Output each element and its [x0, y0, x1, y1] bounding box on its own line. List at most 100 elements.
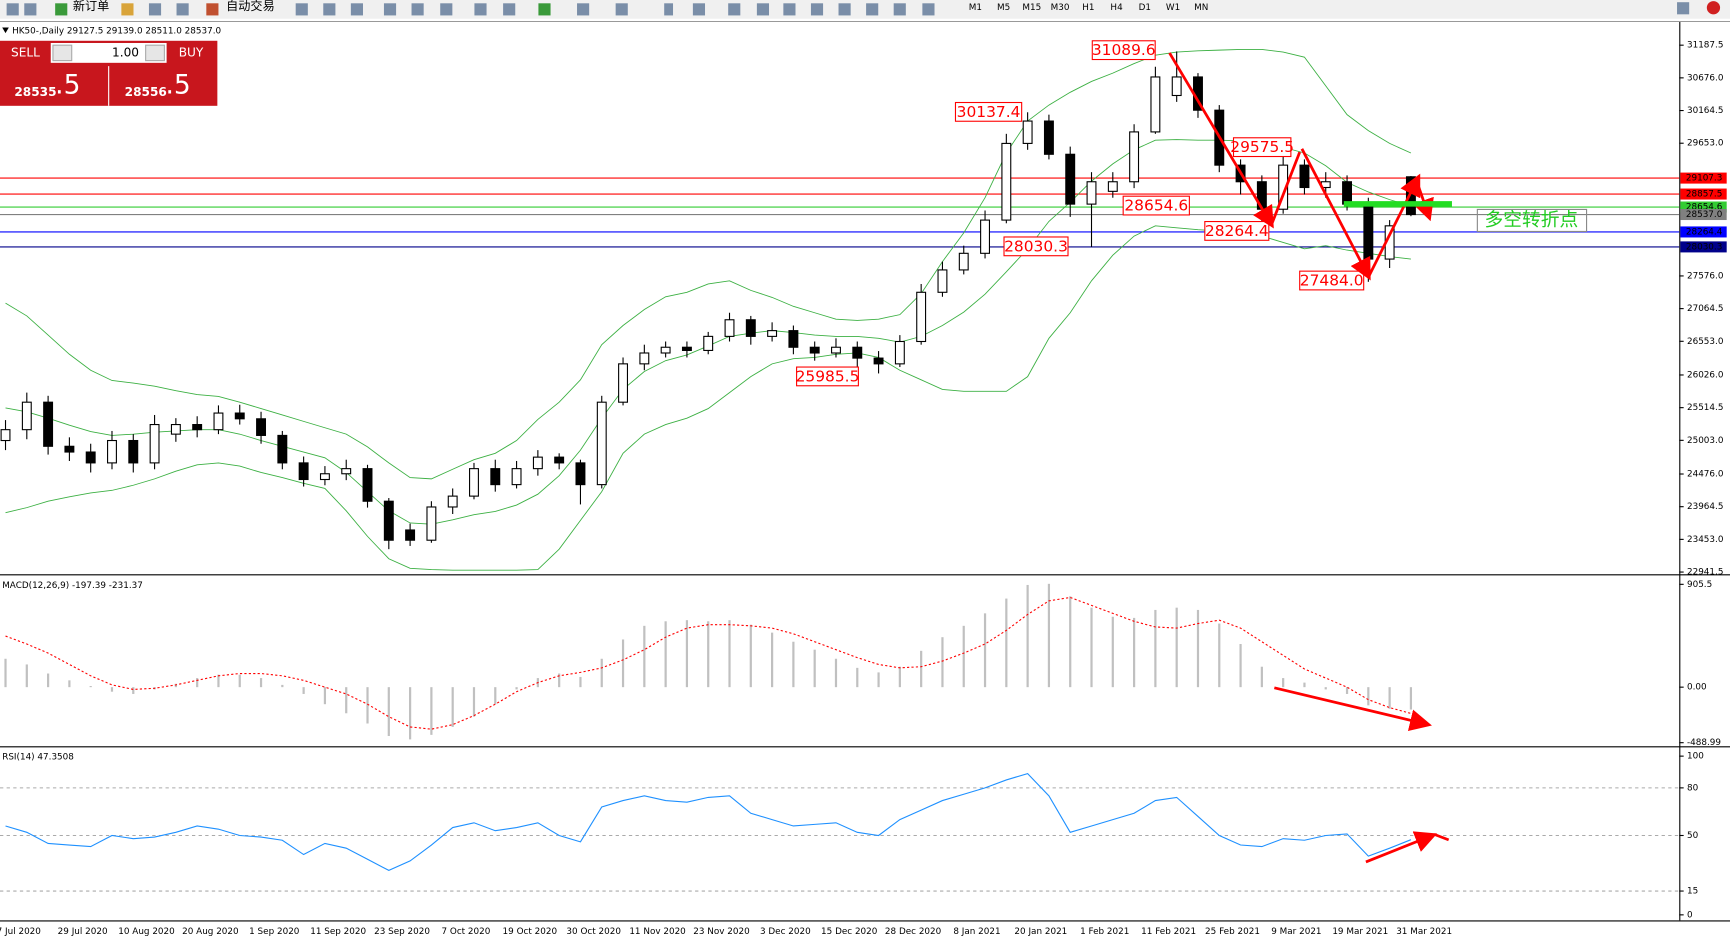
- icon[interactable]: [866, 3, 879, 16]
- icon[interactable]: [350, 3, 363, 16]
- spin-up[interactable]: [145, 44, 165, 62]
- icon[interactable]: [148, 3, 162, 16]
- candle-body: [256, 418, 267, 436]
- icon[interactable]: [323, 3, 336, 16]
- y-tick-label: 30676.0: [1687, 73, 1724, 83]
- y-tick-label: 29653.0: [1687, 139, 1724, 149]
- candle-body: [1043, 120, 1054, 155]
- candle-body: [85, 451, 96, 464]
- annotation: 31089.6: [1092, 41, 1156, 59]
- x-tick-label: 8 Jan 2021: [953, 927, 1000, 937]
- timeframe[interactable]: M5: [997, 3, 1010, 13]
- level-label: 28857.5: [1686, 190, 1722, 200]
- arrow: [1365, 831, 1438, 864]
- candle-body: [1086, 181, 1097, 205]
- timeframe[interactable]: M15: [1022, 3, 1041, 13]
- candle-body: [1001, 142, 1012, 221]
- x-tick-label: 3 Dec 2020: [760, 927, 811, 937]
- macd-bar: [387, 687, 390, 736]
- lots[interactable]: 1.00: [112, 45, 139, 59]
- timeframe[interactable]: MN: [1194, 3, 1208, 13]
- candle-body: [639, 352, 650, 365]
- macd-bar: [1047, 583, 1051, 688]
- macd-bar: [1218, 623, 1221, 688]
- icon[interactable]: [538, 3, 551, 16]
- bid-fraction[interactable]: .5: [55, 69, 80, 100]
- icon[interactable]: [577, 3, 590, 16]
- sell-button[interactable]: SELL: [11, 45, 40, 59]
- icon[interactable]: [383, 3, 397, 16]
- icon[interactable]: [411, 3, 424, 16]
- y-tick-label: 15: [1687, 887, 1698, 897]
- ask-fraction[interactable]: .5: [165, 69, 190, 100]
- arrow: [1168, 52, 1274, 229]
- icon[interactable]: [893, 3, 906, 16]
- y-tick-label: 30164.5: [1687, 106, 1723, 116]
- pivot-label: 多空转折点: [1485, 210, 1579, 231]
- candle-body: [234, 412, 245, 420]
- icon[interactable]: [176, 3, 189, 16]
- x-tick-label: 10 Aug 2020: [118, 927, 175, 937]
- annotation: 30137.4: [957, 103, 1021, 121]
- macd-bar: [1282, 678, 1285, 688]
- timeframe[interactable]: M1: [969, 3, 982, 13]
- y-tick-label: 0.00: [1687, 683, 1707, 693]
- ask-price[interactable]: 28556: [125, 85, 167, 99]
- icon[interactable]: [728, 3, 741, 16]
- icon[interactable]: [664, 3, 674, 16]
- icon[interactable]: [121, 3, 134, 16]
- candle-body: [554, 456, 565, 464]
- candle-body: [916, 291, 927, 343]
- timeframe[interactable]: H1: [1082, 3, 1094, 13]
- buy-button[interactable]: BUY: [179, 45, 204, 59]
- bid-price[interactable]: 28535: [14, 85, 56, 99]
- icon[interactable]: [6, 3, 19, 16]
- macd-bar: [962, 625, 965, 688]
- icon[interactable]: [474, 3, 487, 16]
- x-tick-label: 7 Oct 2020: [441, 927, 490, 937]
- trade-panel: SELL 1.00 BUY 28535 .5 28556 .5: [0, 40, 218, 106]
- candle-body: [681, 346, 692, 351]
- icon[interactable]: [615, 3, 628, 16]
- timeframe[interactable]: D1: [1139, 3, 1151, 13]
- lots-input[interactable]: [50, 42, 167, 63]
- candle-body: [1129, 131, 1140, 183]
- icon[interactable]: [503, 3, 516, 16]
- candle-body: [426, 506, 437, 541]
- icon[interactable]: [692, 3, 706, 16]
- icon[interactable]: [1677, 2, 1690, 15]
- icon[interactable]: [838, 3, 851, 16]
- macd-bar: [89, 686, 92, 688]
- candle-body: [873, 357, 884, 365]
- macd-bar: [1111, 616, 1114, 688]
- annotation-box: [1299, 270, 1365, 291]
- icon[interactable]: [24, 3, 37, 16]
- icon[interactable]: [55, 3, 68, 16]
- icon[interactable]: [1706, 1, 1721, 15]
- toolbar-button[interactable]: 自动交易: [226, 0, 275, 13]
- spin-down[interactable]: [52, 44, 73, 62]
- timeframe[interactable]: M30: [1051, 3, 1070, 13]
- toolbar-button[interactable]: 新订单: [73, 0, 109, 13]
- timeframe[interactable]: H4: [1110, 3, 1123, 13]
- timeframe[interactable]: W1: [1166, 3, 1180, 13]
- candle-body: [383, 500, 394, 541]
- x-tick-label: 1 Sep 2020: [249, 927, 300, 937]
- macd-bar: [110, 687, 114, 692]
- arrow: [1366, 173, 1421, 279]
- timeframes: M1 M5 M15 M30 H1 H4 D1 W1 MN: [969, 3, 1209, 13]
- macd-bar: [1345, 687, 1349, 694]
- macd-bar: [1154, 609, 1157, 688]
- icon[interactable]: [783, 3, 796, 16]
- chart-title: HK50-,Daily 29127.5 29139.0 28511.0 2853…: [12, 26, 221, 36]
- candle-body: [1342, 181, 1353, 205]
- icon[interactable]: [810, 3, 824, 16]
- icon[interactable]: [922, 3, 935, 16]
- icon[interactable]: [206, 3, 219, 16]
- macd-bar: [1303, 682, 1306, 688]
- icon[interactable]: [295, 3, 308, 16]
- icon[interactable]: [440, 3, 453, 16]
- macd-bar: [643, 625, 646, 688]
- icon[interactable]: [756, 3, 770, 16]
